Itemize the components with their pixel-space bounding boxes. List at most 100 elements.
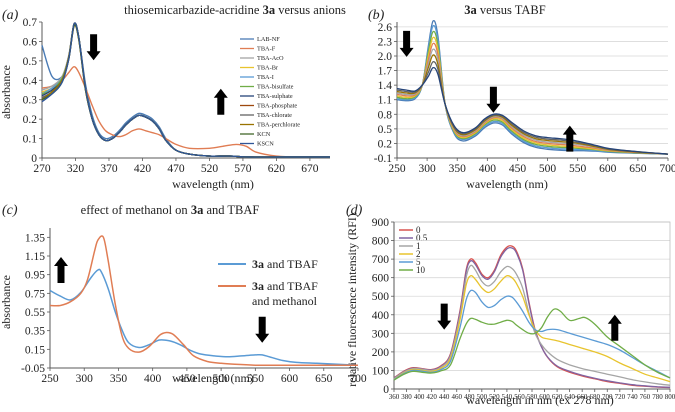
svg-text:1: 1 [416,241,421,251]
y-tick-label: 1.1 [378,95,393,107]
legend-d-item: 0 [399,225,421,235]
series-line-3 [396,30,669,155]
y-tick-label: 2.6 [378,22,393,34]
series-line-9 [396,66,669,155]
legend-a-item: TBA-F [240,46,276,53]
plot-d: 360 380 400 420 440 460 480 500 520 540 560 580 600 6… [372,217,675,401]
x-tick-label: 300 [76,373,94,385]
x-tick-label: 670 [301,163,319,175]
svg-text:5: 5 [416,257,421,267]
series-line-tba-f [41,66,331,158]
series-line-3a-and-tbaf-and-methanol [49,235,358,367]
x-tick-label: 420 [134,163,152,175]
series-line-3a-and-tbaf [49,268,359,366]
ylabel-c: absorbance [0,275,13,329]
xlabel-c: wavelength (nm) [172,371,254,385]
x-tick-label: 320 [67,163,85,175]
legend-a-item: KCN [240,131,271,138]
svg-text:10: 10 [416,265,426,275]
x-tick-label: 650 [315,373,333,385]
legend-c-item: 3a and TBAF [218,257,318,271]
x-tick-label: 700 [659,163,675,175]
y-tick-label: 0.7 [23,17,38,29]
x-tick-label: 680 [589,393,600,401]
y-tick-label: 600 [372,273,390,285]
x-tick-label: 400 [414,393,425,401]
legend-a-item: TBA-AcO [240,55,284,62]
series-line-1 [393,264,671,386]
x-tick-label: 600 [539,393,550,401]
y-tick-label: 2.3 [378,36,393,48]
x-tick-label: 520 [201,163,219,175]
arrow-up-icon [213,88,228,115]
svg-text:KCN: KCN [257,131,271,138]
x-tick-label: 500 [477,393,488,401]
ylabel-d: relative fluorescence intensity (RFI) [345,213,359,387]
series-line-5 [396,42,669,155]
x-tick-label: 470 [167,163,185,175]
svg-text:TBA-F: TBA-F [257,46,276,53]
y-tick-label: 0 [383,384,389,396]
y-tick-label: 1.7 [378,66,393,78]
svg-text:TBA-phosphate: TBA-phosphate [257,103,297,110]
legend-a-item: TBA-chlorate [240,112,292,119]
x-tick-label: 450 [178,373,196,385]
x-tick-label: 250 [388,163,406,175]
y-tick-label: 100 [372,365,390,377]
panel-label-c: (c) [2,203,18,218]
legend-d-item: 5 [399,257,421,267]
x-tick-label: 600 [599,163,617,175]
legend-a-item: TBA-sulphate [240,93,293,100]
arrow-down-icon [437,303,452,330]
y-tick-label: 200 [372,347,390,359]
svg-text:TBA-I: TBA-I [257,74,274,81]
arrow-up-icon [562,125,577,152]
y-tick-label: 1.35 [25,232,45,244]
svg-text:TBA-bisulfate: TBA-bisulfate [257,84,294,91]
title-c: effect of methanol on 3a and TBAF [81,203,260,217]
y-tick-label: 0.5 [378,124,393,136]
y-tick-label: 0.15 [25,344,45,356]
y-tick-label: 0.55 [25,307,45,319]
x-tick-label: 550 [569,163,587,175]
svg-text:TBA-sulphate: TBA-sulphate [257,93,293,100]
x-tick-label: 360 [389,393,400,401]
x-tick-label: 800 [665,393,675,401]
y-tick-label: 1.15 [25,251,45,263]
svg-text:3a and TBAF: 3a and TBAF [252,257,318,271]
y-tick-label: 500 [372,291,390,303]
x-tick-label: 620 [268,163,286,175]
x-tick-label: 700 [349,373,367,385]
legend-a-item: TBA-perchlorate [240,122,300,129]
y-tick-label: 0.5 [23,56,38,68]
legend-d-item: 1 [399,241,421,251]
plot-b: 250 300 350 400 450 500 550 600 650 700 -0.1 0.2 0.5… [374,19,675,175]
x-tick-label: 650 [629,163,647,175]
series-line-4 [396,36,669,155]
x-tick-label: 370 [100,163,118,175]
y-tick-label: 0.95 [25,270,45,282]
legend-a-item: TBA-phosphate [240,103,297,110]
ylabel-a: absorbance [0,65,13,119]
y-tick-label: 900 [372,217,390,229]
x-tick-label: 350 [449,163,467,175]
x-tick-label: 250 [41,373,59,385]
x-tick-label: 740 [627,393,638,401]
panel-label-d: (d) [346,203,363,218]
y-tick-label: 0.2 [378,138,393,150]
svg-text:TBA-perchlorate: TBA-perchlorate [257,122,300,129]
xlabel-b: wavelength (nm) [466,177,548,191]
y-tick-label: 0.75 [25,288,45,300]
series-line-5 [393,289,671,381]
arrow-down-icon [255,316,270,343]
x-tick-label: 480 [464,393,475,401]
x-tick-label: 440 [439,393,450,401]
svg-text:TBA-chlorate: TBA-chlorate [257,112,292,119]
y-tick-label: 0.2 [23,114,38,126]
x-tick-label: 560 [514,393,525,401]
legend-a-item: TBA-bisulfate [240,84,294,91]
x-tick-label: 620 [552,393,563,401]
legend-a: LAB-NF TBA-F TBA-AcO TBA-Br TBA-I TBA-bi… [240,36,300,148]
y-tick-label: 0 [31,153,37,165]
x-tick-label: 700 [602,393,613,401]
